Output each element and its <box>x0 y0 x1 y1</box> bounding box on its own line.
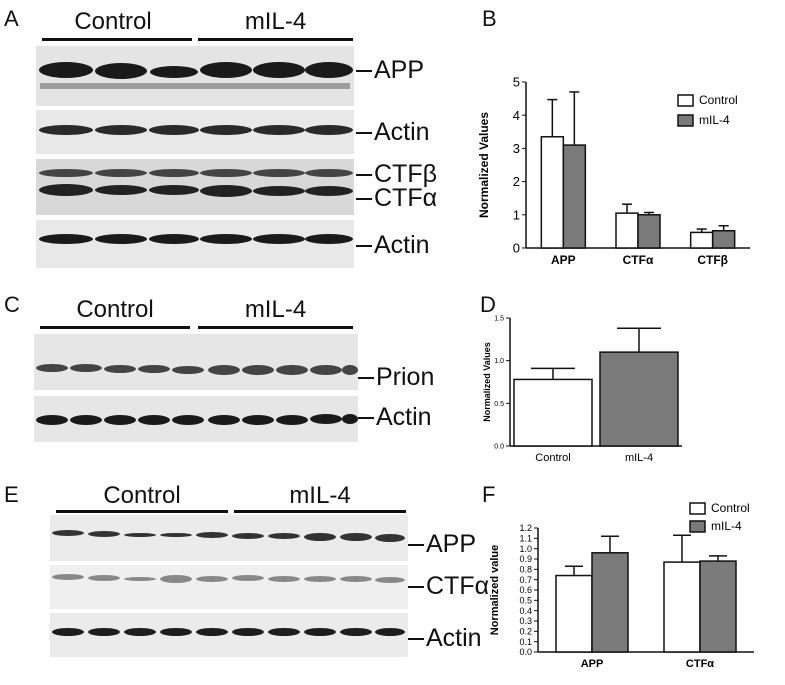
group-label-control-c: Control <box>76 296 154 323</box>
y-tick-label: 0.8 <box>519 564 532 574</box>
y-tick-label: 1.1 <box>519 533 532 543</box>
y-tick-label: 0.5 <box>494 401 504 408</box>
y-tick-label: 0.9 <box>519 554 532 564</box>
panel-letter-f: F <box>482 482 496 507</box>
group-line-mil4 <box>198 38 353 41</box>
y-tick-label: 0.0 <box>494 443 504 450</box>
legend-swatch <box>689 520 706 533</box>
legend-swatch <box>677 94 694 107</box>
band-label-ctf-alpha: CTFα <box>356 186 437 211</box>
legend-label: mIL-4 <box>711 519 742 533</box>
y-tick-label: 0.2 <box>519 626 532 636</box>
western-blot-c <box>34 334 358 442</box>
category-label: Control <box>535 452 570 464</box>
bar-chart-d: 0.0 0.5 1.0 1.5 Normalized Values Control mIL-… <box>482 315 682 464</box>
category-label: APP <box>551 253 576 267</box>
y-tick-label: 0.3 <box>519 616 532 626</box>
bar <box>637 214 661 249</box>
band-label-prion: Prion <box>358 365 434 390</box>
y-axis-label: Normalized Values <box>477 112 491 218</box>
category-label: CTFα <box>686 658 714 670</box>
group-label-mil4-e: mIL-4 <box>289 482 351 509</box>
y-tick-label: 1 <box>513 207 520 222</box>
y-tick-label: 5 <box>513 75 520 90</box>
bar <box>540 136 565 249</box>
y-tick-label: 1.0 <box>494 358 504 365</box>
y-axis-label: Normalized value <box>489 545 501 635</box>
y-tick-label: 3 <box>513 141 520 156</box>
band-label-actin: Actin <box>356 120 430 145</box>
legend-label: mIL-4 <box>699 113 730 127</box>
panel-letter-a: A <box>4 6 19 31</box>
band-label-actin-e: Actin <box>408 626 482 651</box>
band-label-ctf-alpha-e: CTFα <box>408 574 489 599</box>
group-line-control-c <box>40 326 190 329</box>
western-blot-a <box>36 46 354 268</box>
group-line-mil4-e <box>234 510 406 513</box>
y-axis-label: Normalized Values <box>482 342 492 422</box>
group-label-control: Control <box>74 8 152 35</box>
y-tick-label: 0 <box>513 241 520 256</box>
y-tick-label: 0.4 <box>519 606 532 616</box>
legend-label: Control <box>711 501 750 515</box>
band-label-actin-2: Actin <box>356 233 430 258</box>
panel-letter-b: B <box>482 6 497 31</box>
bar <box>711 229 736 249</box>
category-label: CTFα <box>623 253 654 267</box>
bar <box>513 378 593 447</box>
panel-letter-d: D <box>480 292 496 317</box>
bar-chart-b: 0 1 2 3 4 5 Normalized Values APP CTFα CTFβ Contro… <box>477 75 750 267</box>
group-label-mil4-c: mIL-4 <box>244 296 307 323</box>
y-tick-label: 0.1 <box>519 637 532 647</box>
y-tick-label: 0.0 <box>519 647 532 657</box>
category-label: CTFβ <box>697 253 728 267</box>
legend-swatch <box>677 114 694 127</box>
group-label-mil4: mIL-4 <box>244 8 307 35</box>
y-tick-label: 1.0 <box>519 544 532 554</box>
bar-chart-f: 0.00.10.20.30.40.50.60.70.80.91.01.11.2 N… <box>489 501 754 670</box>
y-tick-label: 1.2 <box>519 523 532 533</box>
bar <box>663 561 701 653</box>
band-label-actin-c: Actin <box>358 405 432 430</box>
category-label: APP <box>581 658 604 670</box>
bar <box>555 574 593 653</box>
y-tick-label: 4 <box>513 108 520 123</box>
bar <box>699 560 737 653</box>
group-line-control-e <box>56 510 228 513</box>
group-label-control-e: Control <box>103 482 181 509</box>
y-tick-label: 0.6 <box>519 585 532 595</box>
legend-swatch <box>689 502 706 515</box>
western-blot-e <box>50 515 408 657</box>
band-label-app-e: APP <box>408 532 476 557</box>
bar <box>689 231 714 249</box>
legend-label: Control <box>699 93 738 107</box>
bar <box>599 351 679 447</box>
y-tick-label: 1.5 <box>494 315 504 322</box>
group-line-mil4-c <box>198 326 353 329</box>
panel-letter-c: C <box>4 292 20 317</box>
bar <box>615 212 639 249</box>
panel-letter-e: E <box>4 482 19 507</box>
y-tick-label: 2 <box>513 174 520 189</box>
band-label-app: APP <box>356 58 424 83</box>
bar <box>562 144 587 249</box>
y-tick-label: 0.5 <box>519 595 532 605</box>
group-line-control <box>42 38 192 41</box>
category-label: mIL-4 <box>625 452 653 464</box>
y-tick-label: 0.7 <box>519 575 532 585</box>
bar <box>591 552 629 653</box>
band-label-ctf-beta: CTFβ <box>356 162 437 187</box>
